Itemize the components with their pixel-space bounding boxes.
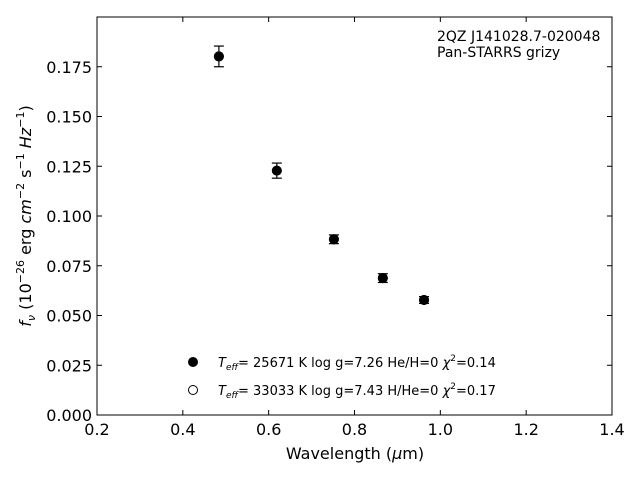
data-point (419, 294, 430, 305)
x-tick-label: 0.2 (84, 420, 109, 439)
x-tick-label: 1.2 (513, 420, 538, 439)
y-tick-label: 0.075 (46, 257, 92, 276)
data-point (271, 165, 282, 176)
y-tick-label: 0.175 (46, 58, 92, 77)
y-tick-label: 0.000 (46, 406, 92, 425)
legend-marker-open (188, 385, 198, 395)
y-tick-label: 0.150 (46, 108, 92, 127)
y-tick-label: 0.100 (46, 207, 92, 226)
data-point (213, 51, 224, 62)
data-point (377, 273, 388, 284)
legend: Teff= 25671 K log g=7.26 He/H=0 χ2=0.14 … (188, 354, 496, 401)
y-tick-label: 0.025 (46, 356, 92, 375)
y-tick-label: 0.125 (46, 157, 92, 176)
y-axis-label: fν (10−26 erg cm−2 s−1 Hz−1) (14, 105, 38, 326)
x-tick-label: 0.4 (170, 420, 195, 439)
legend-marker-filled (188, 357, 198, 367)
x-tick-label: 0.6 (256, 420, 281, 439)
legend-entry-1: Teff= 25671 K log g=7.26 He/H=0 χ2=0.14 (218, 354, 496, 373)
x-tick-label: 1.0 (428, 420, 453, 439)
x-tick-label: 1.4 (599, 420, 624, 439)
x-tick-label: 0.8 (342, 420, 367, 439)
axis-ticks: 0.2 0.4 0.6 0.8 1.0 1.2 1.4 0.000 0.025 0.050 0.07… (46, 17, 625, 439)
legend-entry-2: Teff= 33033 K log g=7.43 H/He=0 χ2=0.17 (218, 382, 496, 401)
survey-annotation: Pan-STARRS grizy (437, 45, 560, 61)
data-point (328, 234, 339, 245)
x-axis-label: Wavelength (μm) (286, 444, 424, 463)
data-marks (213, 45, 430, 305)
object-name-annotation: 2QZ J141028.7-020048 (437, 29, 600, 45)
y-tick-label: 0.050 (46, 307, 92, 326)
